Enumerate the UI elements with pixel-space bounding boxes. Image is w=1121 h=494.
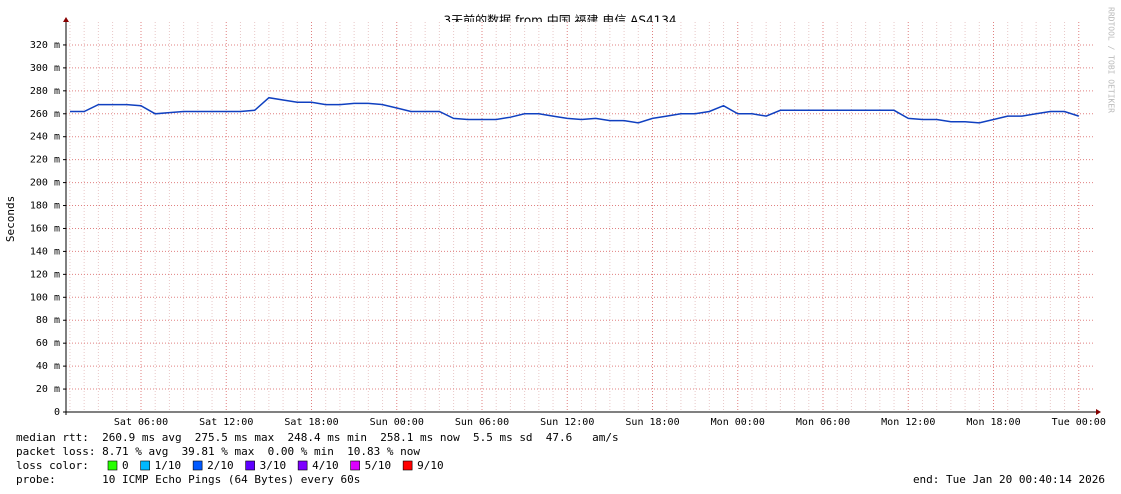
legend-swatch xyxy=(140,460,150,471)
legend-swatch xyxy=(107,460,118,471)
legend-entry: 4/10 xyxy=(312,459,339,472)
watermark: RRDTOOL / TOBI OETIKER xyxy=(1107,7,1116,113)
x-tick-label: Mon 06:00 xyxy=(796,417,850,428)
legend-end: end: Tue Jan 20 00:40:14 2026 xyxy=(913,473,1105,486)
plot-area xyxy=(66,22,1093,412)
y-tick-label: 300 m xyxy=(30,63,60,74)
y-axis-label: Seconds xyxy=(4,196,17,242)
legend-swatch xyxy=(402,460,413,471)
legend-entry: 3/10 xyxy=(260,459,287,472)
legend-entry: 9/10 xyxy=(417,459,444,472)
y-tick-label: 0 xyxy=(54,407,60,418)
y-tick-label: 200 m xyxy=(30,178,60,189)
legend-entry: 5/10 xyxy=(365,459,392,472)
y-tick-label: 180 m xyxy=(30,201,60,212)
legend-probe: probe: 10 ICMP Echo Pings (64 Bytes) eve… xyxy=(16,473,360,486)
legend-entry: 0 xyxy=(122,459,129,472)
x-tick-label: Mon 18:00 xyxy=(966,417,1020,428)
legend-entry: 1/10 xyxy=(155,459,182,472)
legend-swatch xyxy=(297,460,308,471)
y-tick-label: 60 m xyxy=(36,338,60,349)
y-tick-label: 260 m xyxy=(30,109,60,120)
x-tick-label: Sat 12:00 xyxy=(199,417,253,428)
y-tick-label: 220 m xyxy=(30,155,60,166)
x-tick-label: Sun 06:00 xyxy=(455,417,509,428)
series-line xyxy=(70,96,1080,124)
legend-entry: 2/10 xyxy=(207,459,234,472)
y-tick-label: 240 m xyxy=(30,132,60,143)
legend-rtt: median rtt: 260.9 ms avg 275.5 ms max 24… xyxy=(16,431,619,444)
x-tick-label: Sat 06:00 xyxy=(114,417,168,428)
legend-loss-color: loss color: xyxy=(16,459,89,472)
legend-swatch xyxy=(192,460,203,471)
y-tick-label: 20 m xyxy=(36,384,60,395)
x-tick-label: Mon 12:00 xyxy=(881,417,935,428)
legend-swatch xyxy=(245,460,255,471)
legend-swatch xyxy=(350,460,360,471)
y-tick-label: 320 m xyxy=(30,40,60,51)
y-tick-label: 280 m xyxy=(30,86,60,97)
y-tick-label: 40 m xyxy=(36,361,60,372)
x-tick-label: Mon 00:00 xyxy=(711,417,765,428)
axis-arrow xyxy=(1096,409,1101,415)
x-tick-label: Sun 18:00 xyxy=(625,417,679,428)
y-tick-label: 120 m xyxy=(30,269,60,280)
y-tick-label: 140 m xyxy=(30,246,60,257)
x-tick-label: Sun 00:00 xyxy=(370,417,424,428)
x-tick-label: Tue 00:00 xyxy=(1052,417,1106,428)
axis-arrow xyxy=(63,17,69,22)
x-tick-label: Sun 12:00 xyxy=(540,417,594,428)
y-tick-label: 80 m xyxy=(36,315,60,326)
legend-loss: packet loss: 8.71 % avg 39.81 % max 0.00… xyxy=(16,445,420,458)
y-tick-label: 100 m xyxy=(30,292,60,303)
x-tick-label: Sat 18:00 xyxy=(284,417,338,428)
y-tick-label: 160 m xyxy=(30,223,60,234)
